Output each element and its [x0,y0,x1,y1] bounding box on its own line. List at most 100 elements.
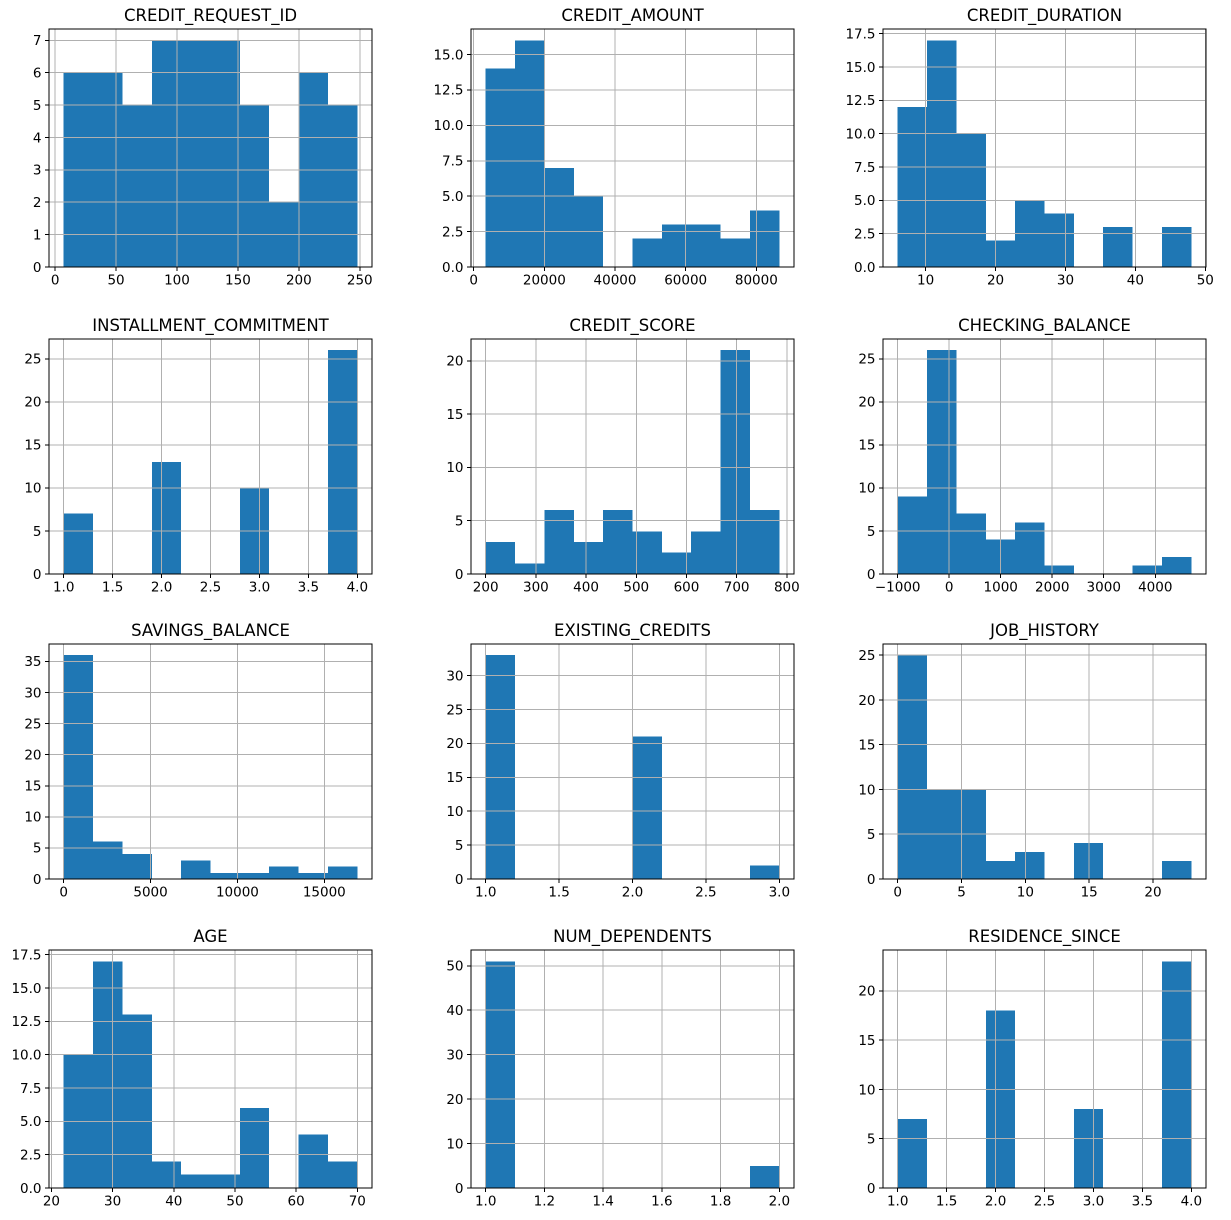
y-tick-label: 50 [446,959,463,975]
x-tick-label: 800 [774,580,800,596]
x-tick-label: 600 [674,580,700,596]
chart-title: SAVINGS_BALANCE [131,621,290,641]
x-tick-label: 1.0 [475,885,496,901]
histogram-bar [63,655,94,879]
y-tick-label: 0 [33,567,42,583]
x-tick-label: 5 [957,885,966,901]
tick-marks [467,965,780,1192]
y-tick-label: 4 [33,130,42,146]
histogram-bar [210,1174,240,1188]
chart-title: EXISTING_CREDITS [554,621,711,641]
x-tick-label: 200 [473,580,499,596]
y-tick-label: 17.5 [11,947,41,963]
histogram-bar [691,531,721,574]
x-tick-label: 60000 [664,273,707,289]
histogram-canvas: −1000 0 1000 2000 3000 40000510152025CHECKING… [858,316,1207,596]
histogram-bar [749,865,780,879]
histogram-bar [269,866,299,879]
y-tick-label: 2.5 [854,226,875,242]
histogram-canvas: 20 30 40 50 60 70 0.0 2.5 5.0 7.5 10.0 12.5 15.0 17.5… [11,927,373,1210]
y-tick-label: 10 [446,804,463,820]
axes-frame [470,949,795,1189]
histogram-canvas: 200 300 400 500 600 700 800 0 5 10 15 20 CREDIT_SCOR… [446,316,800,596]
x-tick-label: −1000 [875,580,921,596]
y-tick-label: 12.5 [433,83,463,99]
tick-marks [879,33,1206,271]
x-tick-label: 1.0 [53,580,74,596]
histogram-bar [485,542,516,574]
histogram-bar [122,854,152,879]
histogram-bar [985,1010,1016,1188]
y-tick-label: 12.5 [11,1014,41,1030]
histogram-bar [632,736,662,879]
x-tick-label: 1.8 [710,1194,731,1210]
histogram-bar [927,40,957,267]
x-tick-label: 250 [347,273,373,289]
y-tick-label: 0.0 [20,1181,41,1197]
y-tick-label: 25 [446,702,463,718]
tick-marks [45,954,358,1192]
y-tick-label: 25 [24,352,41,368]
grid-lines [471,950,794,1189]
y-tick-label: 15 [24,438,41,454]
chart-title: CREDIT_SCORE [569,316,695,336]
histogram-canvas: 1.0 1.5 2.0 2.5 3.0 0 5 10 15 20 25 30 EXISTING_CRED… [446,621,795,901]
histogram-bar [1044,565,1074,574]
histogram-bar [897,655,928,879]
histogram-canvas: 10 20 30 40 50 0.0 2.5 5.0 7.5 10.0 12.5 15.0 17.5 CR… [845,6,1213,289]
x-tick-label: 3.0 [769,885,790,901]
histogram-bar [985,861,1016,879]
y-tick-label: 15 [858,438,875,454]
x-tick-label: 4.0 [347,580,368,596]
axes-frame [882,338,1207,575]
histogram-bar [897,107,928,267]
y-tick-label: 20 [24,747,41,763]
histogram-bar [1161,556,1192,574]
histogram-bar [749,1165,780,1188]
x-tick-label: 1.5 [102,580,123,596]
y-tick-label: 10 [24,810,41,826]
histogram-bar [1103,227,1133,267]
x-tick-label: 5000 [133,885,167,901]
subplot-age: 20 30 40 50 60 70 0.0 2.5 5.0 7.5 10.0 12.5 15.0 17.5… [0,915,410,1220]
subplot-checking_balance: −1000 0 1000 2000 3000 4000 0 5 10 15 20 25 CHECKING… [820,305,1231,610]
y-tick-label: 20 [446,1092,463,1108]
y-tick-label: 5.0 [442,189,463,205]
x-tick-label: 80000 [735,273,778,289]
tick-marks [467,360,788,578]
x-tick-label: 0 [893,885,902,901]
x-tick-label: 400 [573,580,599,596]
x-tick-label: 100 [164,273,190,289]
histogram-bar [327,1161,358,1188]
y-tick-label: 5 [455,838,464,854]
x-tick-label: 1000 [984,580,1018,596]
y-tick-label: 5 [455,514,464,530]
histogram-bar [327,350,358,574]
y-tick-label: 7 [33,33,42,49]
chart-title: RESIDENCE_SINCE [968,927,1121,947]
tick-marks [879,654,1154,883]
x-tick-label: 0 [469,273,478,289]
y-tick-label: 0.0 [854,260,875,276]
y-tick-label: 25 [858,352,875,368]
histogram-bar [1132,565,1162,574]
y-tick-label: 5 [33,841,42,857]
histogram-bar [603,510,633,574]
y-tick-label: 10 [446,460,463,476]
y-tick-label: 30 [24,685,41,701]
subplot-job_history: 0 5 10 15 20 0 5 10 15 20 25 JOB_HISTORY [820,610,1231,915]
x-tick-label: 1.4 [592,1194,613,1210]
grid-lines [883,644,1206,880]
histogram-bars [485,40,780,267]
y-tick-label: 20 [24,395,41,411]
axes-frame [48,28,373,268]
x-tick-label: 2.5 [200,580,221,596]
histogram-bar [1015,522,1045,574]
subplot-credit_amount: 0 20000 40000 60000 80000 0.0 2.5 5.0 7.5 10.0 12.… [410,0,820,305]
x-tick-label: 50 [107,273,124,289]
y-tick-label: 10 [858,481,875,497]
histogram-bar [661,552,692,574]
x-tick-label: 0 [945,580,954,596]
histogram-bars [897,655,1192,879]
x-tick-label: 30 [104,1194,121,1210]
